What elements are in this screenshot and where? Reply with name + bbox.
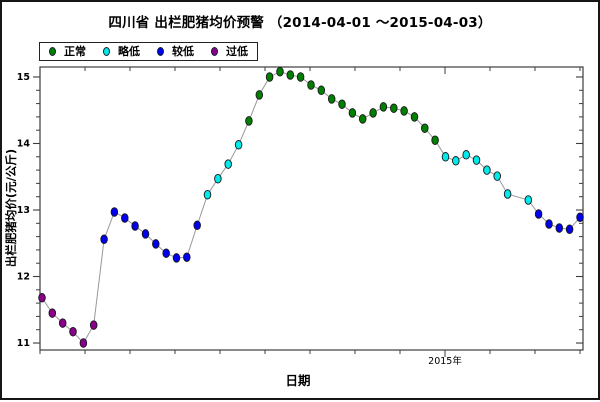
data-point[interactable] (545, 219, 553, 229)
data-point[interactable] (452, 156, 460, 166)
legend-label: 过低 (226, 45, 248, 58)
axes: 11 12 13 14 15 (17, 66, 584, 357)
legend-item-slightly-low: 略低 (103, 46, 140, 57)
data-point[interactable] (110, 207, 119, 217)
data-point[interactable] (565, 224, 574, 235)
legend-item-too-low: 过低 (211, 46, 248, 57)
x-axis-title: 日期 (285, 373, 310, 388)
data-point[interactable] (462, 150, 470, 160)
data-point[interactable] (152, 239, 160, 249)
y-tick-label: 12 (17, 272, 30, 283)
data-point[interactable] (183, 252, 191, 262)
data-point[interactable] (48, 308, 57, 318)
data-point[interactable] (193, 220, 201, 231)
data-point[interactable] (369, 108, 377, 118)
data-point[interactable] (131, 221, 139, 231)
data-point[interactable] (224, 159, 232, 169)
data-point[interactable] (410, 112, 419, 122)
data-point[interactable] (327, 94, 336, 104)
data-point[interactable] (379, 102, 388, 112)
y-tick-label: 11 (17, 338, 30, 349)
data-point[interactable] (400, 106, 408, 116)
data-point[interactable] (255, 90, 264, 100)
data-point[interactable] (141, 229, 150, 239)
data-point[interactable] (503, 189, 512, 199)
data-point[interactable] (38, 293, 46, 303)
x-axis-year-label: 2015年 (428, 355, 462, 367)
data-point[interactable] (100, 234, 108, 245)
legend: 正常 略低 较低 过低 (39, 42, 258, 61)
data-point[interactable] (348, 108, 357, 118)
too-low-dot-icon (211, 47, 218, 56)
data-point[interactable] (162, 248, 170, 258)
data-point[interactable] (214, 173, 222, 184)
price-series (38, 66, 584, 348)
legend-label: 正常 (64, 45, 86, 58)
data-point[interactable] (431, 135, 439, 145)
slightly-low-dot-icon (103, 47, 110, 56)
data-point[interactable] (421, 123, 429, 133)
data-point[interactable] (89, 320, 98, 330)
y-tick-label: 13 (17, 205, 30, 216)
y-axis-title: 出栏肥猪均价(元/公斤) (4, 149, 18, 267)
legend-label: 较低 (172, 45, 194, 58)
data-point[interactable] (390, 103, 398, 113)
legend-item-rather-low: 较低 (157, 46, 194, 57)
normal-dot-icon (49, 47, 56, 56)
y-tick-label: 15 (17, 72, 30, 83)
data-point[interactable] (172, 253, 181, 263)
rather-low-dot-icon (157, 47, 164, 56)
legend-label: 略低 (118, 45, 140, 58)
data-point[interactable] (493, 171, 501, 181)
y-tick-label: 14 (17, 139, 31, 150)
data-point[interactable] (483, 165, 491, 175)
chart-title: 四川省 出栏肥猪均价预警 （2014-04-01 ～2015-04-03） (108, 15, 492, 31)
data-point[interactable] (276, 66, 284, 77)
data-point[interactable] (307, 80, 315, 90)
data-point[interactable] (317, 85, 326, 96)
data-point[interactable] (265, 72, 274, 82)
data-point[interactable] (79, 338, 88, 348)
data-point[interactable] (441, 152, 450, 162)
data-point[interactable] (358, 114, 367, 124)
data-point[interactable] (58, 318, 67, 328)
data-point[interactable] (234, 140, 243, 150)
data-point[interactable] (296, 72, 305, 82)
data-point[interactable] (121, 213, 129, 223)
plot-border (39, 66, 584, 351)
data-point[interactable] (534, 209, 543, 219)
data-point[interactable] (576, 212, 584, 223)
data-point[interactable] (472, 155, 481, 165)
data-point[interactable] (203, 189, 212, 200)
data-point[interactable] (286, 70, 295, 80)
data-point[interactable] (524, 195, 533, 205)
data-point[interactable] (555, 223, 564, 233)
legend-item-normal: 正常 (49, 46, 86, 57)
price-line (41, 71, 581, 344)
data-point[interactable] (338, 99, 346, 109)
data-point[interactable] (69, 326, 77, 337)
data-point[interactable] (245, 116, 253, 126)
